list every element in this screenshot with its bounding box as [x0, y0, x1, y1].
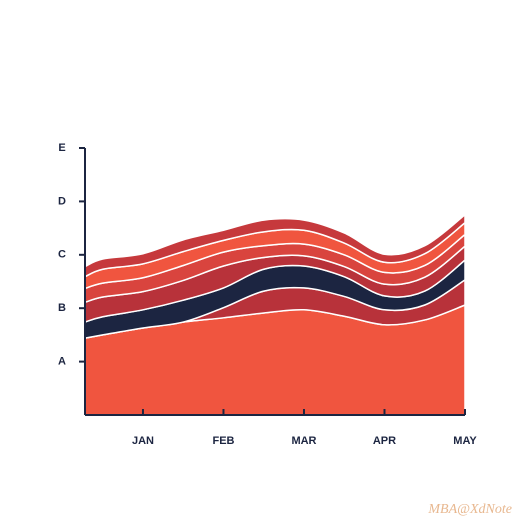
area	[84, 214, 466, 278]
y-tick-label: E	[58, 142, 65, 154]
y-tick-label: D	[58, 195, 66, 207]
x-tick-label: APR	[373, 435, 396, 447]
watermark: MBA@XdNote	[427, 502, 512, 517]
x-tick-label: MAY	[453, 435, 477, 447]
x-tick-label: JAN	[132, 435, 154, 447]
y-tick-label: C	[58, 249, 66, 261]
y-tick-label: A	[58, 356, 66, 368]
y-tick-label: B	[58, 302, 66, 314]
x-tick-label: MAR	[291, 435, 316, 447]
x-tick-label: FEB	[212, 435, 234, 447]
